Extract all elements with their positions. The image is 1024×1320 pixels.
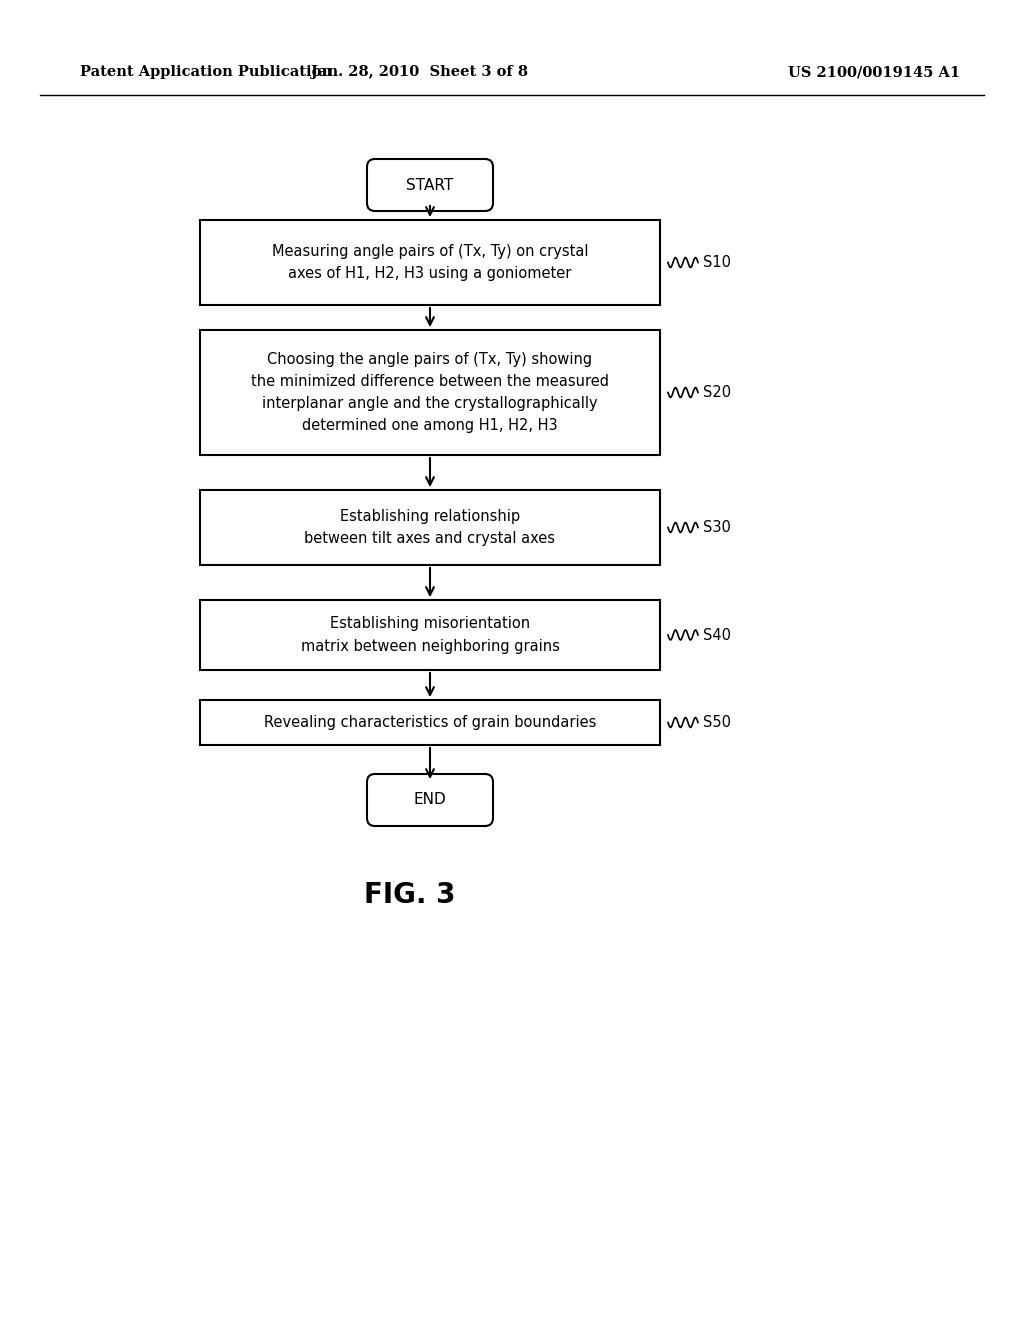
Text: Jan. 28, 2010  Sheet 3 of 8: Jan. 28, 2010 Sheet 3 of 8 [311, 65, 528, 79]
Bar [200, 330, 660, 455]
FancyBboxPatch shape [367, 774, 493, 826]
Text: S40: S40 [703, 627, 731, 643]
Text: FIG. 3: FIG. 3 [365, 880, 456, 909]
Text: Establishing relationship
between tilt axes and crystal axes: Establishing relationship between tilt a… [304, 510, 555, 546]
Bar [200, 490, 660, 565]
Bar [200, 220, 660, 305]
Text: S50: S50 [703, 715, 731, 730]
Bar [200, 601, 660, 671]
Text: Measuring angle pairs of (Tx, Ty) on crystal
axes of H1, H2, H3 using a goniomet: Measuring angle pairs of (Tx, Ty) on cry… [271, 244, 588, 281]
Text: Revealing characteristics of grain boundaries: Revealing characteristics of grain bound… [264, 715, 596, 730]
Text: END: END [414, 792, 446, 808]
Text: S30: S30 [703, 520, 731, 535]
Text: Choosing the angle pairs of (Tx, Ty) showing
the minimized difference between th: Choosing the angle pairs of (Tx, Ty) sho… [251, 351, 609, 433]
Text: START: START [407, 177, 454, 193]
Text: US 2100/0019145 A1: US 2100/0019145 A1 [787, 65, 961, 79]
Text: S10: S10 [703, 255, 731, 271]
FancyBboxPatch shape [367, 158, 493, 211]
Text: Patent Application Publication: Patent Application Publication [80, 65, 332, 79]
Text: S20: S20 [703, 385, 731, 400]
Text: Establishing misorientation
matrix between neighboring grains: Establishing misorientation matrix betwe… [301, 616, 559, 653]
Bar [200, 700, 660, 744]
